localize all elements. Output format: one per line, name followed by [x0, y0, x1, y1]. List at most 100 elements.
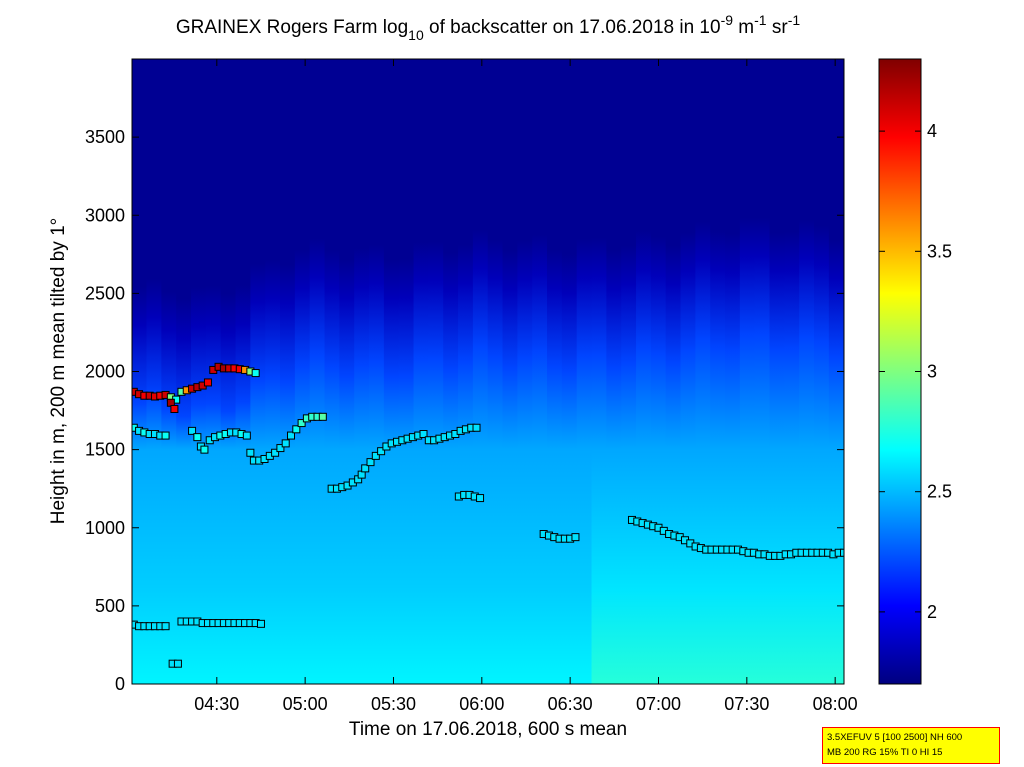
colorbar-tick-label: 2: [927, 602, 937, 622]
layer-marker-middle: [271, 448, 280, 457]
field-column: [606, 59, 622, 684]
layer-marker-middle: [366, 458, 375, 467]
field-column: [354, 59, 370, 684]
layer-marker-surface: [161, 622, 170, 631]
field-column: [324, 59, 340, 684]
info-line-1: 3.5XEFUV 5 [100 2500] NH 600: [827, 732, 963, 743]
layer-marker-middle: [472, 423, 481, 432]
field-column: [383, 59, 400, 684]
chart-title: GRAINEX Rogers Farm log10 of backscatter…: [176, 12, 800, 43]
field-column: [472, 59, 489, 684]
field-column: [458, 59, 474, 684]
layer-marker-surface: [256, 619, 265, 628]
y-axis-label: Height in m, 200 m mean tilted by 1°: [48, 218, 69, 524]
field-column: [754, 59, 771, 684]
field-column: [369, 59, 385, 684]
x-tick-label: 06:30: [548, 694, 593, 714]
field-column: [650, 59, 667, 684]
field-column: [799, 59, 815, 684]
y-tick-label: 1500: [85, 440, 125, 460]
field-column: [280, 59, 296, 684]
colorbar: [878, 58, 922, 685]
layer-marker-upper: [251, 369, 260, 378]
field-column: [265, 59, 281, 684]
layer-marker-middle: [276, 444, 285, 453]
field-column: [339, 59, 355, 684]
field-column: [680, 59, 696, 684]
field-column: [636, 59, 652, 684]
field-column: [814, 59, 830, 684]
field-column: [769, 59, 785, 684]
field-column: [591, 59, 607, 684]
field-column: [176, 59, 192, 684]
field-column: [146, 59, 162, 684]
field-column: [561, 59, 578, 684]
layer-marker-middle: [281, 439, 290, 448]
y-tick-label: 3500: [85, 127, 125, 147]
field-column: [398, 59, 415, 684]
layer-marker-middle: [292, 425, 301, 434]
colorbar-tick-label: 3.5: [927, 241, 952, 261]
layer-marker-middle: [318, 412, 327, 421]
colorbar-tick-label: 4: [927, 121, 937, 141]
layer-marker-middle: [200, 445, 209, 454]
layer-marker-middle: [161, 431, 170, 440]
layer-marker-middle: [193, 433, 202, 442]
x-axis-label: Time on 17.06.2018, 600 s mean: [349, 719, 627, 740]
x-tick-label: 05:30: [371, 694, 416, 714]
field-column: [517, 59, 533, 684]
field-column: [413, 59, 429, 684]
backscatter-field: [132, 59, 844, 684]
y-tick-label: 2000: [85, 362, 125, 382]
processing-info-box: 3.5XEFUV 5 [100 2500] NH 600 MB 200 RG 1…: [822, 727, 1000, 764]
field-column: [621, 59, 637, 684]
layer-marker-middle: [188, 426, 197, 435]
layer-markers: [132, 362, 844, 668]
colorbar-tick-label: 2.5: [927, 482, 952, 502]
y-tick-label: 0: [115, 674, 125, 694]
field-column: [725, 59, 741, 684]
y-axis: 0 500 1000 1500 2000 2500 3000 3500: [85, 127, 844, 694]
field-column: [502, 59, 518, 684]
colorbar-ticks: 2 2.5 3 3.5 4: [879, 121, 952, 622]
x-tick-label: 06:00: [459, 694, 504, 714]
layer-marker-middle: [377, 447, 386, 456]
field-column: [739, 59, 756, 684]
layer-marker-middle: [361, 464, 370, 473]
field-column: [309, 59, 326, 684]
field-column: [665, 59, 682, 684]
field-column: [547, 59, 563, 684]
field-column: [576, 59, 593, 684]
layer-marker-lower: [840, 548, 844, 557]
layer-marker-middle: [287, 431, 296, 440]
field-column: [443, 59, 459, 684]
field-column: [294, 59, 311, 684]
x-tick-label: 07:30: [724, 694, 769, 714]
y-tick-label: 1000: [85, 518, 125, 538]
field-column: [428, 59, 444, 684]
layer-marker-middle: [297, 419, 306, 428]
layer-marker-middle: [476, 494, 485, 503]
field-column: [695, 59, 711, 684]
layer-marker-middle: [419, 430, 428, 438]
layer-marker-middle: [246, 448, 255, 457]
colorbar-tick-label: 3: [927, 362, 937, 382]
layer-marker-middle: [242, 431, 251, 440]
x-tick-label: 08:00: [813, 694, 858, 714]
x-axis: 04:30 05:00 05:30 06:00 06:30 07:00 07:30 08:00: [194, 59, 858, 714]
layer-marker-middle: [371, 451, 380, 460]
field-column: [532, 59, 548, 684]
y-tick-label: 3000: [85, 205, 125, 225]
layer-marker-middle: [170, 405, 179, 413]
y-tick-label: 500: [95, 596, 125, 616]
field-column: [487, 59, 504, 684]
x-tick-label: 07:00: [636, 694, 681, 714]
layer-marker-lower: [571, 533, 580, 542]
info-line-2: MB 200 RG 15% TI 0 HI 15: [827, 747, 943, 758]
x-tick-label: 04:30: [194, 694, 239, 714]
y-tick-label: 2500: [85, 283, 125, 303]
field-column: [161, 59, 177, 684]
field-column: [710, 59, 726, 684]
field-column: [191, 59, 207, 684]
